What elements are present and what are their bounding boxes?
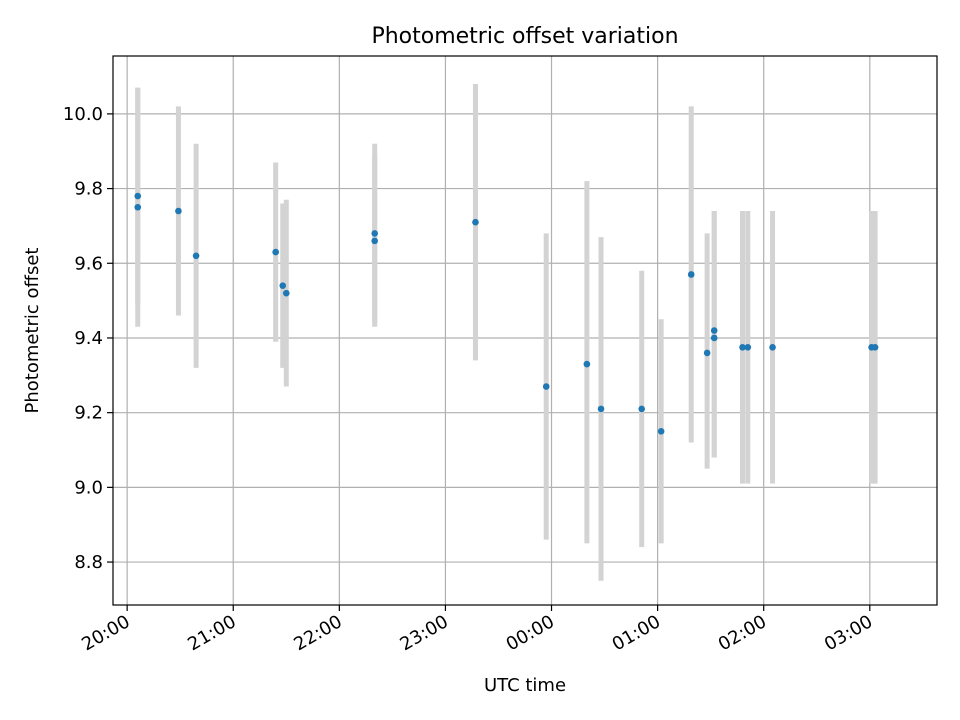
data-point bbox=[472, 218, 479, 226]
x-tick-label: 22:00 bbox=[290, 611, 345, 655]
data-point bbox=[871, 344, 879, 351]
data-point bbox=[657, 428, 665, 435]
x-tick-label: 23:00 bbox=[397, 611, 452, 655]
x-tick-label: 21:00 bbox=[184, 611, 239, 655]
data-point bbox=[744, 344, 752, 351]
data-point bbox=[371, 237, 378, 245]
x-tick-label: 00:00 bbox=[503, 611, 558, 655]
data-point bbox=[192, 252, 200, 260]
chart-title: Photometric offset variation bbox=[371, 24, 678, 49]
data-point bbox=[710, 334, 718, 342]
data-point bbox=[279, 282, 287, 289]
data-point bbox=[687, 271, 695, 278]
errorbar-layer bbox=[135, 84, 878, 581]
plot-frame bbox=[112, 55, 938, 606]
data-point bbox=[638, 405, 646, 413]
data-point bbox=[282, 289, 290, 297]
y-tick-label: 9.0 bbox=[74, 477, 103, 498]
data-point bbox=[134, 192, 142, 200]
data-point bbox=[703, 349, 711, 357]
y-tick-label: 9.4 bbox=[74, 328, 103, 349]
x-tick-label: 03:00 bbox=[821, 611, 876, 655]
grid-layer bbox=[113, 56, 937, 605]
y-tick-label: 10.0 bbox=[63, 104, 103, 125]
data-point bbox=[583, 360, 591, 368]
x-tick-label: 20:00 bbox=[78, 611, 133, 655]
data-point bbox=[542, 383, 550, 390]
data-point bbox=[769, 344, 776, 351]
y-tick-label: 9.8 bbox=[74, 179, 103, 200]
data-point bbox=[272, 248, 279, 256]
x-tick-label: 01:00 bbox=[609, 611, 664, 655]
point-layer bbox=[134, 192, 879, 435]
data-point bbox=[739, 344, 746, 351]
data-point bbox=[371, 230, 378, 237]
y-axis-label: Photometric offset bbox=[22, 248, 43, 414]
x-tick-label: 02:00 bbox=[715, 611, 770, 655]
data-point bbox=[175, 207, 182, 215]
y-tick-label: 8.8 bbox=[74, 552, 103, 573]
x-axis-label: UTC time bbox=[484, 675, 566, 696]
y-tick-label: 9.6 bbox=[74, 253, 103, 274]
tick-layer: 8.8 9.0 9.2 9.4 9.6 9.8 10.0 20:00 21:00 22:00 23:… bbox=[63, 104, 876, 655]
data-point bbox=[710, 327, 718, 334]
data-point bbox=[597, 405, 605, 413]
y-tick-label: 9.2 bbox=[74, 403, 103, 424]
data-point bbox=[134, 203, 142, 211]
